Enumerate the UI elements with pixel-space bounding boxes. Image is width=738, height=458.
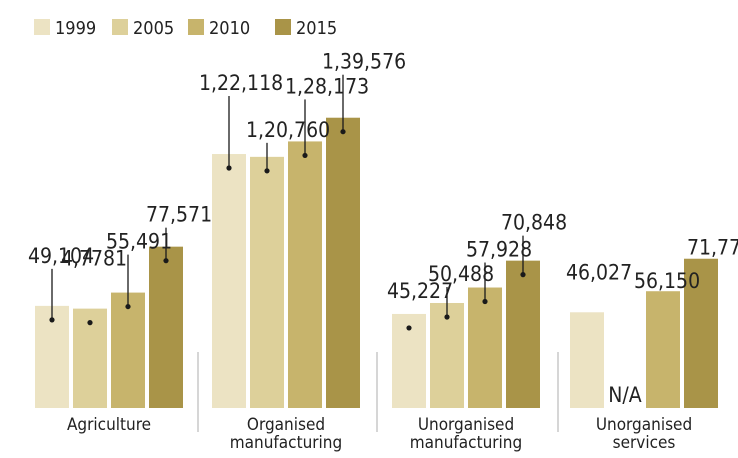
bar-0-0 <box>35 305 69 408</box>
value-label-3-2: 56,150 <box>634 269 700 293</box>
value-markers <box>49 74 526 331</box>
legend-swatch-2005 <box>112 19 128 35</box>
value-label-3-1: N/A <box>608 383 641 407</box>
legend-swatch-1999 <box>34 19 50 35</box>
value-label-3-0: 46,027 <box>566 260 632 284</box>
category-label-2-0: Unorganised <box>418 415 514 435</box>
legend: 1999 2005 2010 2015 <box>34 18 337 39</box>
value-label-2-3: 70,848 <box>501 211 567 235</box>
bar-1-0 <box>212 154 246 408</box>
category-label-2-1: manufacturing <box>410 433 522 453</box>
legend-label-2010: 2010 <box>209 18 250 39</box>
marker-0-1 <box>87 320 93 326</box>
bar-3-0 <box>570 312 604 408</box>
value-label-2-0: 45,227 <box>387 279 453 303</box>
value-label-3-3: 71,776 <box>687 236 738 260</box>
value-label-0-3: 77,571 <box>146 203 212 227</box>
bar-3-2 <box>646 291 680 408</box>
value-label-0-1: 4,7781 <box>61 247 127 271</box>
bar-2-1 <box>430 302 464 408</box>
bar-2-3 <box>506 260 540 408</box>
value-label-1-1: 1,20,760 <box>246 118 330 142</box>
value-label-1-0: 1,22,118 <box>199 71 283 95</box>
category-label-1-0: Organised <box>247 415 325 435</box>
legend-swatch-2010 <box>188 19 204 35</box>
value-label-2-1: 50,488 <box>428 262 494 286</box>
category-label-0-0: Agriculture <box>67 415 151 435</box>
bar-3-3 <box>684 258 718 408</box>
value-label-0-0: 49,104 <box>28 244 94 268</box>
bar-0-3 <box>149 246 183 408</box>
value-label-1-2: 1,28,173 <box>285 74 369 98</box>
bar-1-3 <box>326 117 360 408</box>
category-label-1-1: manufacturing <box>230 433 342 453</box>
value-label-1-3: 1,39,576 <box>322 50 406 74</box>
legend-swatch-2015 <box>275 19 291 35</box>
bar-2-2 <box>468 287 502 408</box>
marker-2-0 <box>406 325 412 331</box>
bar-1-1 <box>250 156 284 408</box>
category-label-3-1: services <box>613 433 676 453</box>
legend-label-2005: 2005 <box>133 18 174 39</box>
legend-label-1999: 1999 <box>55 18 96 39</box>
value-label-0-2: 55,491 <box>106 230 172 254</box>
value-label-2-2: 57,928 <box>466 238 532 262</box>
bar-1-2 <box>288 141 322 408</box>
bars <box>35 117 718 408</box>
bar-0-2 <box>111 292 145 408</box>
group-dividers <box>197 352 559 432</box>
category-labels: Agriculture OrganisedmanufacturingUnorgan… <box>67 415 692 453</box>
legend-label-2015: 2015 <box>296 18 337 39</box>
category-label-3-0: Unorganised <box>596 415 692 435</box>
